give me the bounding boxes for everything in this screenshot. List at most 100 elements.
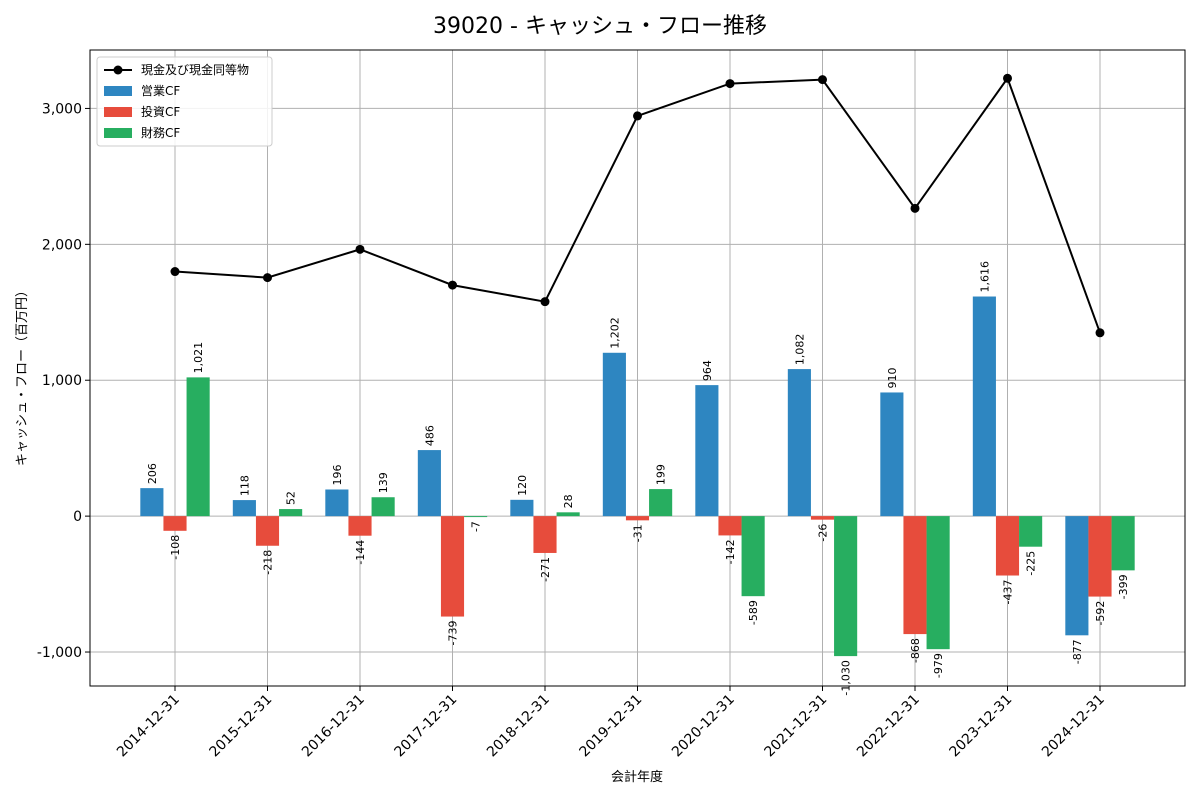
bar-value-label: -218 xyxy=(262,550,275,575)
bar-value-label: 964 xyxy=(701,360,714,381)
bar xyxy=(255,516,280,546)
bar-value-label: -31 xyxy=(632,524,645,542)
bar xyxy=(371,497,395,517)
cash-line-point xyxy=(355,244,365,254)
bar-value-label: -979 xyxy=(932,653,945,678)
chart-title: 39020 - キャッシュ・フロー推移 xyxy=(433,14,767,39)
bar-value-label: -271 xyxy=(539,557,552,582)
bar-value-label: 196 xyxy=(331,464,344,485)
x-tick-label: 2018-12-31 xyxy=(484,692,553,761)
legend-label: 営業CF xyxy=(141,84,180,98)
bar-value-label: 120 xyxy=(516,475,529,496)
cash-line xyxy=(170,73,1105,338)
bar xyxy=(810,516,835,520)
bar-value-label: 199 xyxy=(655,464,668,485)
cash-line-point xyxy=(910,203,920,213)
bar xyxy=(1019,516,1043,547)
bar xyxy=(464,516,488,518)
bar xyxy=(510,499,534,517)
bar xyxy=(834,516,858,657)
legend-marker xyxy=(113,65,123,75)
bar xyxy=(279,509,303,517)
bar xyxy=(533,516,557,553)
bar xyxy=(903,516,927,635)
cash-line-point xyxy=(263,273,272,283)
y-tick-label: 2,000 xyxy=(42,237,82,253)
bar-value-label: 118 xyxy=(238,475,251,496)
bar xyxy=(995,516,1020,576)
bar xyxy=(232,500,256,517)
bar-value-label: -592 xyxy=(1094,601,1107,626)
x-tick-label: 2015-12-31 xyxy=(206,692,275,761)
bar-value-label: -739 xyxy=(447,621,460,646)
bar xyxy=(348,516,372,536)
legend-box xyxy=(96,56,273,147)
bar xyxy=(880,392,904,517)
cash-line-point xyxy=(540,297,550,307)
legend-swatch xyxy=(104,107,132,117)
x-tick-label: 2017-12-31 xyxy=(391,692,460,761)
cash-line-point xyxy=(448,280,457,290)
cash-line-point xyxy=(818,75,827,85)
bar-value-label: 486 xyxy=(423,425,436,446)
legend-label: 投資CF xyxy=(141,104,180,119)
bar xyxy=(325,489,349,517)
bar xyxy=(440,516,465,617)
y-tick-label: 3,000 xyxy=(42,101,82,117)
bar xyxy=(926,516,950,650)
legend-swatch xyxy=(104,128,132,138)
bar xyxy=(186,377,210,517)
x-tick-label: 2016-12-31 xyxy=(299,692,368,761)
cash-line-point xyxy=(170,267,180,277)
bar-value-label: -7 xyxy=(470,521,483,532)
bar xyxy=(163,516,187,531)
bar-value-label: -108 xyxy=(169,535,182,560)
bar xyxy=(1065,516,1089,636)
y-ticks: -1,000 0 1,000 2,000 3,000 xyxy=(37,101,90,661)
bar xyxy=(417,450,441,517)
y-tick-label: 0 xyxy=(73,509,82,525)
x-tick-label: 2023-12-31 xyxy=(946,692,1015,761)
x-tick-label: 2021-12-31 xyxy=(761,692,830,761)
bar xyxy=(741,516,765,597)
bar-value-label: 1,616 xyxy=(978,261,991,293)
bar-value-label: -399 xyxy=(1117,574,1130,599)
bar xyxy=(625,516,650,521)
bar-value-label: -142 xyxy=(724,539,737,564)
bar-value-label: -437 xyxy=(1002,580,1015,605)
y-tick-label: 1,000 xyxy=(42,373,82,389)
bar-value-label: 1,021 xyxy=(192,342,205,374)
y-axis-label: キャッシュ・フロー（百万円） xyxy=(15,284,30,466)
bar-labels: 206 118 196 486 120 1,202 964 1,082 910 1,616 -877… xyxy=(146,261,1130,696)
x-tick-label: 2014-12-31 xyxy=(114,692,183,761)
bar-value-label: -144 xyxy=(354,540,367,565)
bar-value-label: 139 xyxy=(377,472,390,493)
bar xyxy=(972,296,996,517)
legend-swatch xyxy=(104,86,132,96)
x-tick-label: 2022-12-31 xyxy=(854,692,923,761)
bar-value-label: 910 xyxy=(886,367,899,388)
bar-value-label: 1,082 xyxy=(793,334,806,366)
bar-value-label: 28 xyxy=(562,494,575,508)
bar-value-label: 206 xyxy=(146,463,159,484)
bar xyxy=(649,489,673,517)
x-axis-label: 会計年度 xyxy=(611,769,663,785)
legend-label: 財務CF xyxy=(141,125,180,140)
bar-value-label: -877 xyxy=(1071,639,1084,664)
cash-line-point xyxy=(725,79,735,89)
cash-line-point xyxy=(1003,73,1012,83)
bar-value-label: -1,030 xyxy=(840,660,853,695)
bar xyxy=(1088,516,1112,597)
bars xyxy=(140,296,1135,657)
x-ticks: 2014-12-31 2015-12-31 2016-12-31 2017-12-31… xyxy=(114,686,1108,760)
x-tick-label: 2024-12-31 xyxy=(1039,692,1108,761)
cash-line-point xyxy=(1095,328,1105,338)
bar xyxy=(718,516,742,536)
bar-value-label: 1,202 xyxy=(608,317,621,349)
bar xyxy=(1111,516,1135,571)
bar-value-label: -26 xyxy=(817,524,830,542)
bar-value-label: 52 xyxy=(285,491,298,505)
bar xyxy=(787,369,811,517)
x-tick-label: 2020-12-31 xyxy=(669,692,738,761)
